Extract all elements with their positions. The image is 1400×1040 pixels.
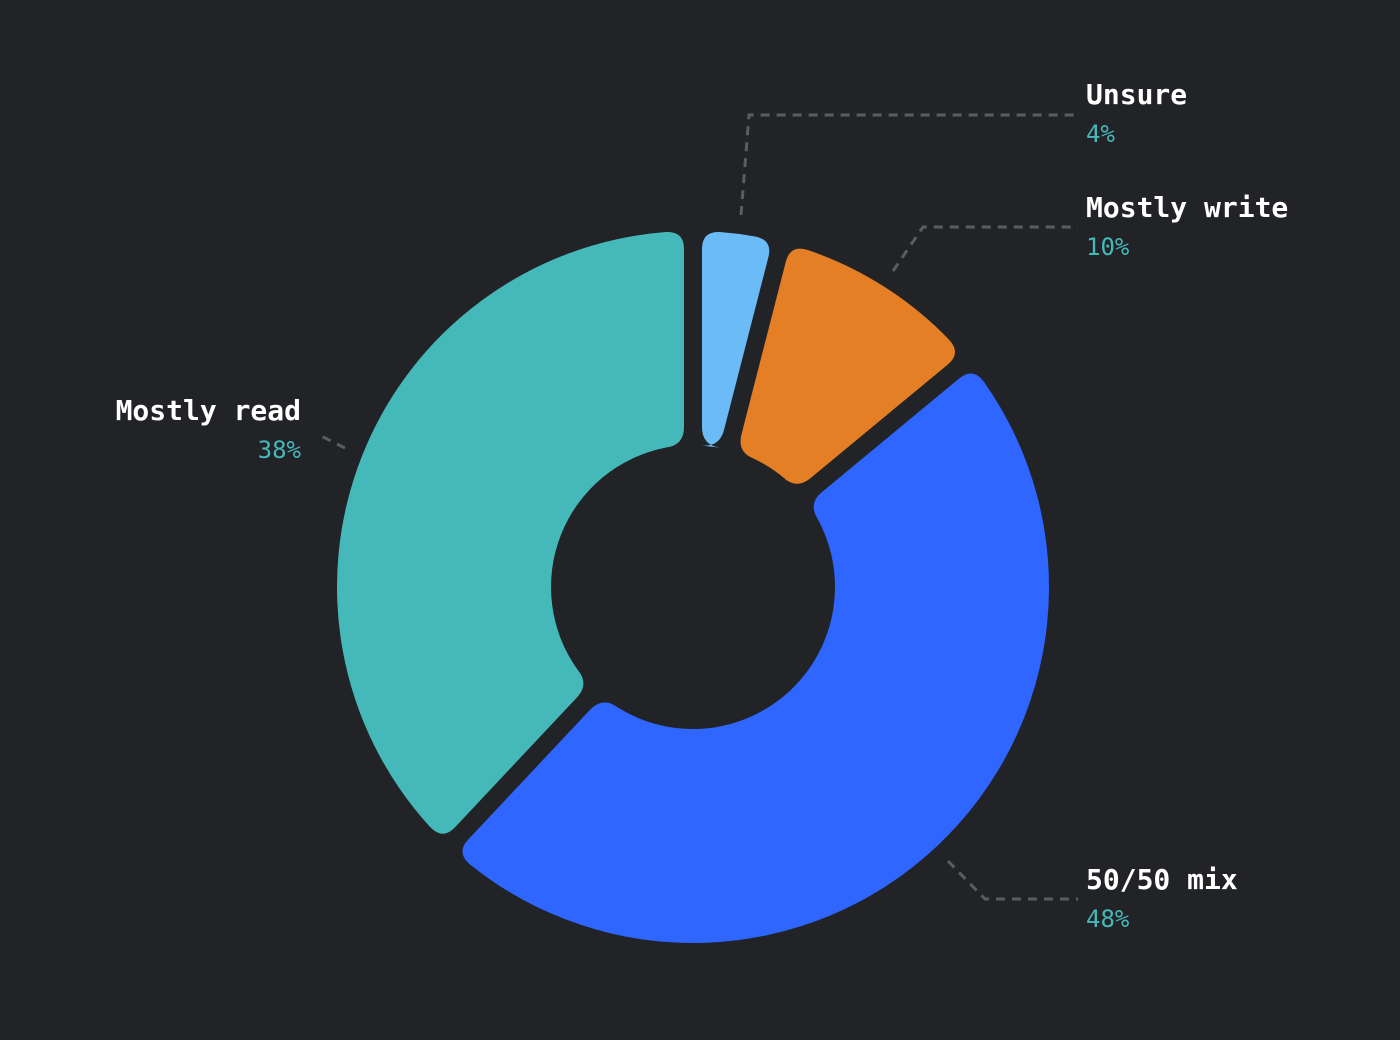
leader-line-mostly-write: [891, 225, 1078, 272]
slice-label-mostly-write: Mostly write: [1086, 191, 1288, 224]
slice-labels: Unsure 4% Mostly write 10% 50/50 mix 48% Mostl…: [116, 78, 1289, 933]
slice-label-unsure: Unsure: [1086, 78, 1187, 111]
slice-value-mostly-read: 38%: [258, 436, 302, 464]
slice-mostly-read: [337, 231, 684, 834]
leader-line-mostly-read: [316, 432, 346, 450]
slice-unsure: [701, 231, 770, 448]
leader-lines: [316, 113, 1078, 901]
slice-value-unsure: 4%: [1086, 120, 1115, 148]
slice-label-mostly-read: Mostly read: [116, 394, 301, 427]
leader-line-50-50-mix: [946, 859, 1078, 901]
slice-mostly-write: [740, 248, 956, 484]
slice-label-50-50-mix: 50/50 mix: [1086, 863, 1238, 896]
leader-line-unsure: [739, 113, 1078, 216]
slice-50-50-mix: [462, 373, 1050, 943]
chart-slices: [337, 231, 1050, 943]
slice-value-mostly-write: 10%: [1086, 233, 1130, 261]
slice-value-50-50-mix: 48%: [1086, 905, 1130, 933]
